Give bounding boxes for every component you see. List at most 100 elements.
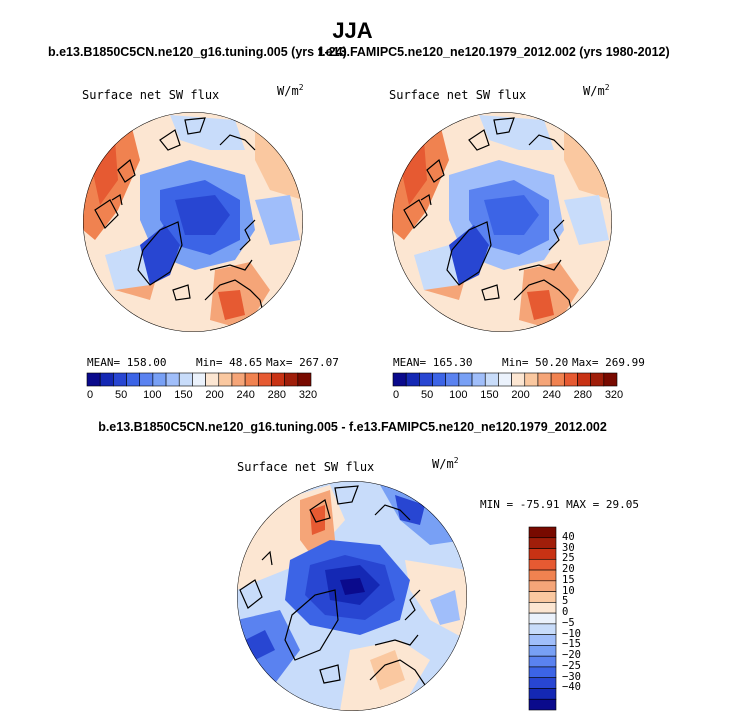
colorbar-swatch (528, 688, 557, 700)
colorbar-swatch (165, 372, 180, 387)
colorbar-tick-label: 150 (480, 389, 499, 401)
colorbar-tick-label: 0 (86, 389, 94, 401)
colorbar-swatch (471, 372, 486, 387)
diff-title: b.e13.B1850C5CN.ne120_g16.tuning.005 - f… (98, 420, 607, 434)
colorbar-swatch (528, 677, 557, 689)
colorbar-tick-label: 280 (573, 389, 593, 401)
colorbar-tick-label: −10 (562, 627, 581, 640)
left-units-label: W/m2 (277, 83, 304, 98)
colorbar-swatch (231, 372, 246, 387)
colorbar-tick-label: 40 (562, 530, 575, 543)
colorbar-tick-label: 240 (236, 389, 255, 401)
colorbar-swatch (528, 558, 557, 571)
left-map (83, 112, 303, 332)
colorbar-swatch (528, 666, 557, 679)
colorbar-swatch (139, 372, 154, 387)
left-variable-label: Surface net SW flux (82, 88, 220, 102)
left-colorbar (86, 372, 312, 387)
colorbar-swatch (392, 372, 407, 387)
colorbar-swatch (218, 372, 233, 387)
right-max-stat: Max= 269.99 (572, 356, 645, 369)
colorbar-tick-label: 240 (542, 389, 561, 401)
colorbar-tick-label: 25 (562, 552, 575, 565)
colorbar-swatch (205, 372, 220, 387)
left-run-title: b.e13.B1850C5CN.ne120_g16.tuning.005 (yr… (48, 45, 347, 59)
colorbar-tick-label: 200 (205, 389, 224, 401)
colorbar-swatch (297, 372, 312, 387)
colorbar-swatch (484, 372, 499, 387)
colorbar-tick-label: 50 (421, 389, 434, 401)
diff-variable-label: Surface net SW flux (237, 460, 375, 474)
colorbar-swatch (458, 372, 473, 387)
colorbar-tick-label: 280 (267, 389, 287, 401)
colorbar-swatch (528, 655, 557, 668)
colorbar-tick-label: 5 (562, 595, 569, 608)
colorbar-swatch (152, 372, 167, 387)
colorbar-swatch (271, 372, 285, 387)
colorbar-tick-label: 30 (562, 541, 575, 554)
diff-map (237, 481, 467, 711)
colorbar-swatch (603, 372, 618, 387)
colorbar-swatch (498, 372, 512, 387)
colorbar-swatch (550, 372, 565, 387)
right-min-stat: Min= 50.20 (502, 356, 569, 369)
colorbar-tick-label: 320 (604, 389, 624, 401)
right-colorbar (392, 372, 618, 387)
colorbar-tick-label: 320 (298, 389, 318, 401)
right-run-title: f.e13.FAMIPC5.ne120_ne120.1979_2012.002 … (318, 45, 670, 59)
colorbar-tick-label: 20 (562, 563, 575, 576)
colorbar-swatch (563, 372, 578, 387)
right-mean-stat: MEAN= 165.30 (393, 356, 473, 369)
colorbar-swatch (528, 645, 557, 657)
colorbar-swatch (86, 372, 101, 387)
colorbar-swatch (528, 569, 557, 582)
colorbar-tick-label: −25 (562, 659, 581, 672)
colorbar-swatch (126, 372, 141, 387)
colorbar-swatch (192, 372, 206, 387)
left-max-stat: Max= 267.07 (266, 356, 339, 369)
colorbar-swatch (244, 372, 259, 387)
colorbar-tick-label: −40 (562, 681, 581, 694)
colorbar-tick-label: −30 (562, 670, 581, 683)
colorbar-tick-label: 10 (562, 584, 575, 597)
colorbar-tick-label: 15 (562, 573, 575, 586)
colorbar-tick-label: 0 (562, 606, 569, 619)
colorbar-swatch (419, 372, 433, 387)
right-map (392, 112, 612, 332)
colorbar-swatch (528, 698, 557, 711)
season-title: JJA (332, 18, 373, 43)
colorbar-tick-label: 150 (174, 389, 193, 401)
colorbar-swatch (528, 612, 557, 625)
colorbar-swatch (405, 372, 420, 387)
colorbar-swatch (528, 602, 557, 614)
colorbar-tick-label: 100 (449, 389, 468, 401)
colorbar-swatch (445, 372, 460, 387)
right-units-label: W/m2 (583, 83, 610, 98)
colorbar-swatch (528, 623, 557, 635)
colorbar-swatch (178, 372, 193, 387)
colorbar-swatch (537, 372, 552, 387)
colorbar-tick-label: 0 (392, 389, 400, 401)
colorbar-swatch (528, 591, 557, 603)
colorbar-swatch (528, 634, 557, 646)
colorbar-tick-label: 200 (511, 389, 530, 401)
colorbar-swatch (528, 537, 557, 549)
colorbar-swatch (590, 372, 605, 387)
diff-colorbar (528, 526, 557, 711)
diff-units-label: W/m2 (432, 456, 459, 471)
colorbar-tick-label: 50 (115, 389, 128, 401)
colorbar-tick-label: −5 (562, 616, 575, 629)
colorbar-swatch (528, 548, 557, 560)
colorbar-tick-label: 100 (143, 389, 162, 401)
diff-minmax-stat: MIN = -75.91 MAX = 29.05 (480, 498, 639, 511)
colorbar-swatch (577, 372, 591, 387)
colorbar-swatch (528, 526, 557, 539)
colorbar-swatch (113, 372, 127, 387)
right-variable-label: Surface net SW flux (389, 88, 527, 102)
colorbar-swatch (99, 372, 114, 387)
colorbar-swatch (284, 372, 299, 387)
colorbar-tick-label: −20 (562, 649, 581, 662)
colorbar-tick-label: −15 (562, 638, 581, 651)
colorbar-swatch (528, 580, 557, 592)
